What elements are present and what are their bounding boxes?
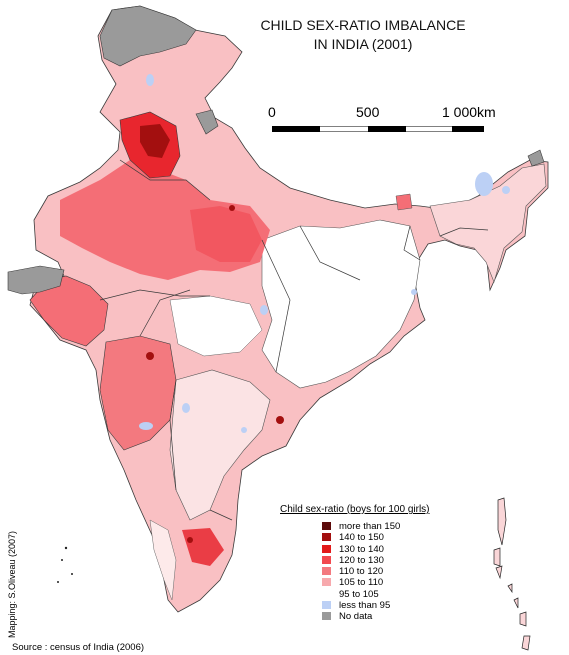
title-line-2: IN INDIA (2001) [313,36,413,52]
region-sikkim [395,193,413,211]
legend-label: 105 to 110 [339,577,384,589]
map-title: CHILD SEX-RATIO IMBALANCE IN INDIA (2001… [258,16,468,54]
legend-label: more than 150 [339,521,401,532]
region-mp-up [190,206,262,262]
legend-label: 110 to 120 [339,566,384,578]
legend-item: No data [278,611,468,622]
legend-item: 110 to 120 [278,566,468,577]
state-borders [99,159,489,521]
map-legend: Child sex-ratio (boys for 100 girls) mor… [278,504,468,623]
legend-label: less than 95 [339,600,391,612]
legend-label: 120 to 130 [339,554,384,566]
region-kerala [149,519,177,601]
region-maharashtra [99,335,177,451]
no-data-regions [7,5,545,295]
legend-item: 130 to 140 [278,544,468,555]
legend-label: No data [339,611,373,623]
legend-swatch [322,555,331,564]
region-tamilnadu-red [182,528,224,566]
legend-label: 140 to 150 [339,532,384,544]
legend-item: 105 to 110 [278,577,468,588]
legend-swatch [322,544,331,553]
andaman-nicobar-islands [493,497,531,651]
legend-swatch [322,601,331,610]
legend-swatch [322,612,331,621]
legend-swatch [322,567,331,576]
legend-title: Child sex-ratio (boys for 100 girls) [280,504,430,515]
legend-swatch [322,533,331,542]
legend-item: 95 to 105 [278,589,468,600]
region-central-east [261,219,421,389]
source-note: Source : census of India (2006) [12,642,145,653]
lakshadweep-islands [57,546,73,583]
legend-item: 120 to 130 [278,555,468,566]
legend-swatch [322,578,331,587]
scale-tick-0: 0 [268,104,276,120]
scale-bar: 0 500 1 000km [268,104,508,134]
legend-item: more than 150 [278,521,468,532]
legend-label: 130 to 140 [339,543,384,555]
legend-items: more than 150 140 to 150 130 to 140 120 to … [278,521,468,623]
legend-label: 95 to 105 [339,588,379,600]
mapping-credit: Mapping: S.Oliveau (2007) [7,530,17,638]
region-punjab-dark [140,124,170,158]
scale-tick-end: 1 000km [442,104,496,120]
legend-item: less than 95 [278,600,468,611]
region-central-white [169,295,263,357]
high-ratio-spots [146,205,284,543]
legend-swatch [322,522,331,530]
legend-swatch [322,589,331,598]
legend-item: 140 to 150 [278,532,468,543]
title-line-1: CHILD SEX-RATIO IMBALANCE [260,17,466,33]
region-south-deccan [169,369,271,521]
scale-tick-500: 500 [356,104,380,120]
region-northeast [429,163,547,283]
scale-bar-graphic [272,126,484,132]
low-ratio-spots [139,74,510,433]
